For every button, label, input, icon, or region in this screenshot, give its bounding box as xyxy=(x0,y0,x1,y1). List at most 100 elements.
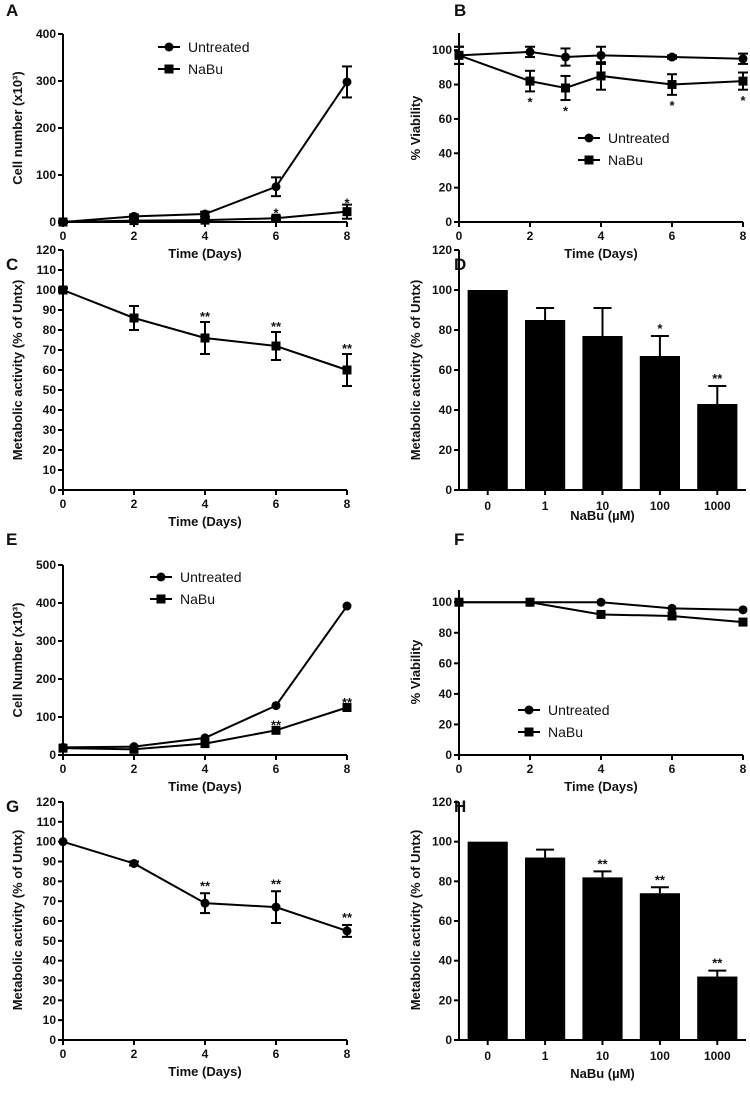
x-axis-title: Time (Days) xyxy=(168,514,241,529)
bar xyxy=(697,976,738,1040)
data-point xyxy=(738,76,748,86)
y-tick-label: 20 xyxy=(439,443,453,457)
y-axis-title: % Viability xyxy=(408,639,423,705)
y-tick-label: 80 xyxy=(43,323,57,337)
data-point xyxy=(129,313,139,323)
panel-label: F xyxy=(454,530,464,549)
y-tick-label: 40 xyxy=(439,146,453,160)
y-tick-label: 80 xyxy=(439,874,453,888)
data-point xyxy=(58,743,68,753)
x-tick-label: 8 xyxy=(740,229,747,243)
y-tick-label: 0 xyxy=(49,215,56,229)
x-tick-label: 8 xyxy=(344,762,351,776)
bar xyxy=(582,336,623,490)
panel-f: F 0 20 40 60 80 100 % Viability 0 2 4 6 8 Time (Days)… xyxy=(408,530,748,794)
data-point xyxy=(58,837,68,847)
x-axis-title: Time (Days) xyxy=(168,246,241,261)
panel-a: A 0 100 200 300 400 Cell number (x10³) 0 2 4 6 8 Tim… xyxy=(6,1,352,261)
legend-label: Untreated xyxy=(548,702,609,718)
x-tick-label: 100 xyxy=(650,499,670,513)
y-tick-label: 90 xyxy=(43,855,57,869)
data-point xyxy=(525,76,535,86)
y-tick-label: 10 xyxy=(43,463,57,477)
y-tick-label: 300 xyxy=(36,634,56,648)
y-tick-label: 0 xyxy=(445,1033,452,1047)
series-line xyxy=(62,81,348,223)
significance-mark: * xyxy=(657,321,663,336)
legend-circle-icon xyxy=(524,705,534,715)
y-tick-label: 100 xyxy=(432,835,452,849)
data-point xyxy=(525,47,535,57)
x-tick-label: 8 xyxy=(344,229,351,243)
x-tick-label: 0 xyxy=(60,229,67,243)
data-point xyxy=(596,597,606,607)
y-tick-label: 80 xyxy=(439,78,453,92)
x-tick-label: 6 xyxy=(273,762,280,776)
y-tick-label: 100 xyxy=(36,835,56,849)
y-tick-label: 50 xyxy=(43,383,57,397)
y-tick-label: 60 xyxy=(43,914,57,928)
x-tick-label: 0 xyxy=(484,499,491,513)
legend-circle-icon xyxy=(156,572,166,582)
y-tick-label: 100 xyxy=(36,168,56,182)
y-tick-label: 0 xyxy=(445,748,452,762)
legend-square-icon xyxy=(156,594,166,604)
series-data xyxy=(58,837,352,938)
y-tick-label: 120 xyxy=(36,795,56,809)
data-point xyxy=(738,605,748,615)
y-tick-label: 60 xyxy=(439,363,453,377)
significance-mark: * xyxy=(669,98,675,113)
x-tick-label: 8 xyxy=(740,762,747,776)
x-axis-title: Time (Days) xyxy=(168,1064,241,1079)
y-tick-label: 100 xyxy=(432,43,452,57)
data-point xyxy=(271,341,281,351)
y-tick-label: 70 xyxy=(43,894,57,908)
panel-label: B xyxy=(454,1,466,20)
panel-label: E xyxy=(6,530,17,549)
x-axis-title: Time (Days) xyxy=(564,246,637,261)
data-point xyxy=(596,609,606,619)
data-point xyxy=(667,603,677,613)
y-axis-title: Metabolic activity (% of Untx) xyxy=(10,280,25,461)
x-axis-title: Time (Days) xyxy=(168,779,241,794)
y-tick-label: 90 xyxy=(43,303,57,317)
x-axis-title: NaBu (µM) xyxy=(570,1066,635,1081)
data-point xyxy=(200,898,210,908)
data-point xyxy=(596,71,606,81)
bar xyxy=(467,841,508,1040)
significance-mark: * xyxy=(740,93,746,108)
y-tick-label: 0 xyxy=(445,483,452,497)
x-tick-label: 2 xyxy=(131,762,138,776)
y-tick-label: 60 xyxy=(439,914,453,928)
y-tick-label: 20 xyxy=(439,717,453,731)
significance-mark: ** xyxy=(712,371,723,386)
data-point xyxy=(454,597,464,607)
data-point xyxy=(342,365,352,375)
data-point xyxy=(129,744,139,754)
y-tick-label: 120 xyxy=(432,243,452,257)
data-point xyxy=(454,50,464,60)
significance-mark: * xyxy=(527,95,533,110)
significance-mark: ** xyxy=(655,872,666,887)
data-point xyxy=(271,182,281,192)
bar xyxy=(639,893,680,1040)
y-tick-label: 0 xyxy=(445,215,452,229)
y-tick-label: 120 xyxy=(432,795,452,809)
data-point xyxy=(58,217,68,227)
legend-label: NaBu xyxy=(548,724,583,740)
panel-label: D xyxy=(454,255,466,274)
y-tick-label: 200 xyxy=(36,672,56,686)
data-point xyxy=(525,597,535,607)
bar xyxy=(639,356,680,490)
significance-mark: ** xyxy=(200,309,211,324)
panel-label: G xyxy=(6,797,19,816)
legend-label: NaBu xyxy=(608,152,643,168)
y-tick-label: 40 xyxy=(439,687,453,701)
y-axis-title: % Viability xyxy=(408,95,423,161)
legend-label: Untreated xyxy=(608,130,669,146)
x-tick-label: 4 xyxy=(598,762,605,776)
data-point xyxy=(200,215,210,225)
